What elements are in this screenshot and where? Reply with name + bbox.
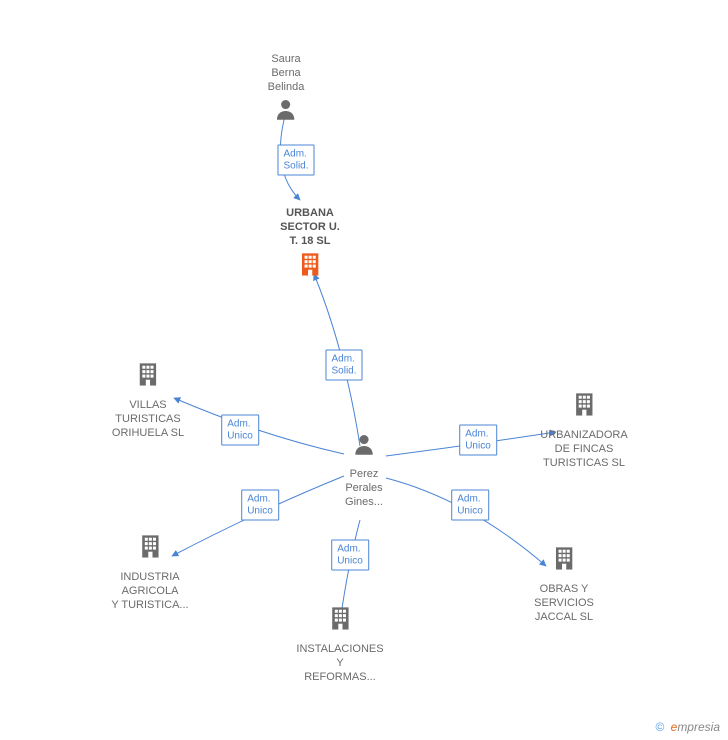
node-industria: INDUSTRIA AGRICOLA Y TURISTICA... bbox=[111, 532, 188, 612]
node-label: Saura Berna Belinda bbox=[268, 53, 305, 94]
edge-label-perez-obras: Adm. Unico bbox=[451, 490, 489, 521]
building-icon bbox=[570, 390, 598, 418]
node-urbana: URBANA SECTOR U. T. 18 SL bbox=[280, 207, 340, 283]
edge-label-perez-villas: Adm. Unico bbox=[221, 415, 259, 446]
person-icon bbox=[351, 431, 377, 457]
node-label: URBANA SECTOR U. T. 18 SL bbox=[280, 207, 340, 248]
node-villas: VILLAS TURISTICAS ORIHUELA SL bbox=[112, 360, 184, 440]
brand-name: empresia bbox=[671, 720, 720, 734]
building-icon bbox=[550, 544, 578, 572]
node-perez: Perez Perales Gines... bbox=[345, 431, 383, 509]
node-obras: OBRAS Y SERVICIOS JACCAL SL bbox=[534, 544, 594, 624]
edge-perez-villas bbox=[174, 398, 344, 454]
node-label: VILLAS TURISTICAS ORIHUELA SL bbox=[112, 399, 184, 440]
node-label: Perez Perales Gines... bbox=[345, 468, 383, 509]
node-label: INSTALACIONES Y REFORMAS... bbox=[296, 643, 383, 684]
node-saura: Saura Berna Belinda bbox=[268, 53, 305, 127]
node-label: URBANIZADORA DE FINCAS TURISTICAS SL bbox=[540, 429, 627, 470]
node-instal: INSTALACIONES Y REFORMAS... bbox=[296, 604, 383, 684]
copyright-symbol: © bbox=[655, 720, 664, 734]
edge-label-perez-urbaniz: Adm. Unico bbox=[459, 425, 497, 456]
edge-label-perez-instal: Adm. Unico bbox=[331, 540, 369, 571]
building-icon bbox=[134, 360, 162, 388]
edge-label-perez-urbana: Adm. Solid. bbox=[325, 350, 362, 381]
person-icon bbox=[273, 96, 299, 122]
building-icon bbox=[296, 250, 324, 278]
building-icon bbox=[326, 604, 354, 632]
edge-label-perez-industria: Adm. Unico bbox=[241, 490, 279, 521]
edge-label-saura-urbana: Adm. Solid. bbox=[277, 145, 314, 176]
node-urbaniz: URBANIZADORA DE FINCAS TURISTICAS SL bbox=[540, 390, 627, 470]
node-label: INDUSTRIA AGRICOLA Y TURISTICA... bbox=[111, 571, 188, 612]
footer-credit: © empresia bbox=[655, 720, 720, 734]
building-icon bbox=[136, 532, 164, 560]
diagram-canvas: Saura Berna Belinda URBANA SECTOR U. T. … bbox=[0, 0, 728, 740]
node-label: OBRAS Y SERVICIOS JACCAL SL bbox=[534, 583, 594, 624]
